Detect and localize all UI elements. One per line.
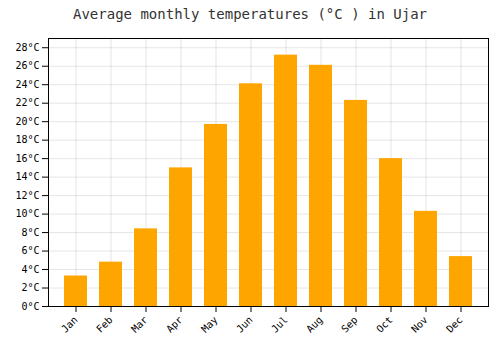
svg-text:Oct: Oct: [374, 314, 395, 335]
svg-text:22°C: 22°C: [15, 97, 39, 108]
svg-text:28°C: 28°C: [15, 42, 39, 53]
svg-text:10°C: 10°C: [15, 208, 39, 219]
svg-text:Nov: Nov: [409, 314, 430, 335]
svg-text:Jan: Jan: [59, 314, 80, 335]
svg-text:16°C: 16°C: [15, 153, 39, 164]
svg-text:Mar: Mar: [129, 314, 150, 335]
svg-text:20°C: 20°C: [15, 116, 39, 127]
svg-text:26°C: 26°C: [15, 60, 39, 71]
svg-text:2°C: 2°C: [21, 282, 39, 293]
svg-text:24°C: 24°C: [15, 79, 39, 90]
svg-text:18°C: 18°C: [15, 134, 39, 145]
svg-text:Apr: Apr: [164, 314, 185, 335]
svg-text:May: May: [199, 314, 220, 335]
svg-text:14°C: 14°C: [15, 171, 39, 182]
svg-text:Jul: Jul: [269, 314, 290, 335]
svg-text:Sep: Sep: [339, 314, 360, 335]
svg-text:0°C: 0°C: [21, 301, 39, 312]
svg-text:Aug: Aug: [304, 314, 325, 335]
svg-text:Jun: Jun: [234, 314, 255, 335]
svg-text:6°C: 6°C: [21, 245, 39, 256]
svg-text:4°C: 4°C: [21, 264, 39, 275]
svg-text:8°C: 8°C: [21, 227, 39, 238]
html-text:Average monthly temperatures (: Average monthly temperatures (°C ) in Uj…: [73, 6, 427, 22]
svg-text:Feb: Feb: [94, 314, 115, 335]
svg-text:Dec: Dec: [444, 314, 465, 335]
svg-text:12°C: 12°C: [15, 190, 39, 201]
